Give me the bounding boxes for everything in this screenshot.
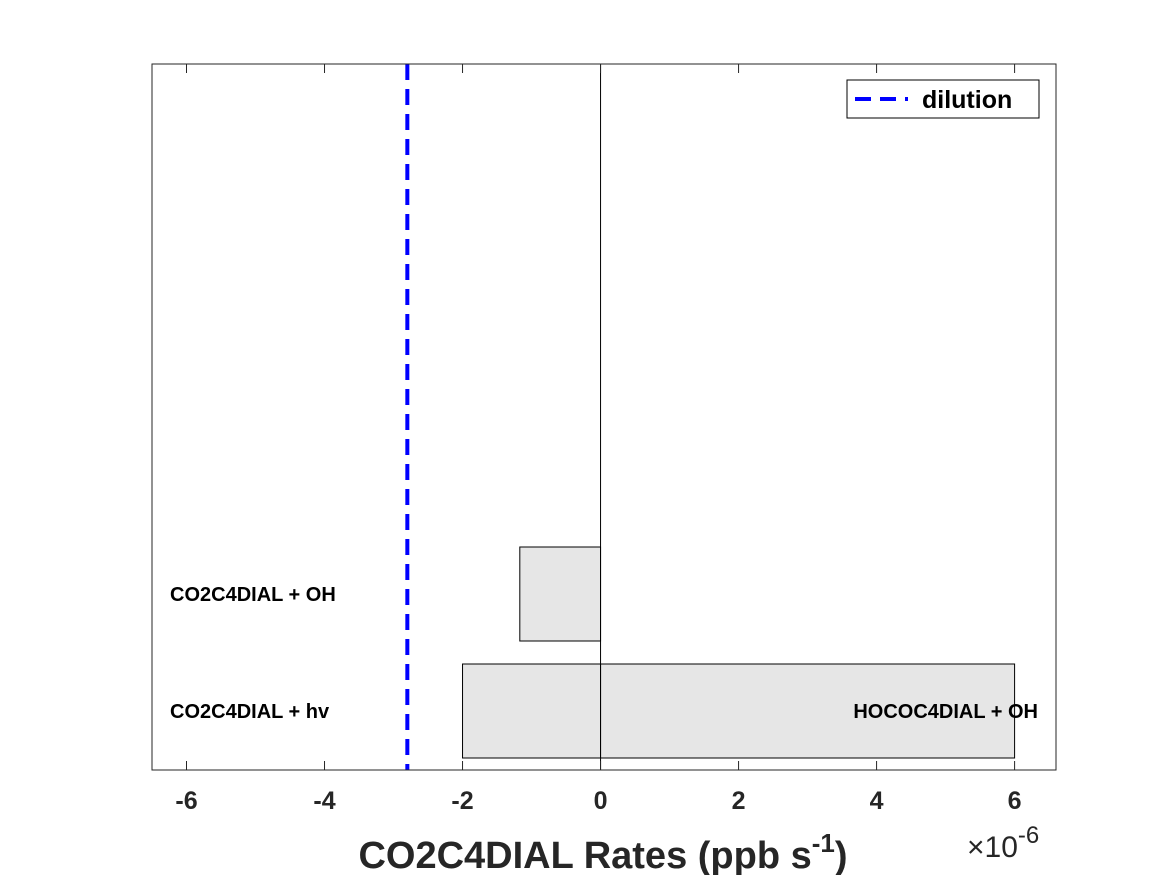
- x-tick-label: 0: [594, 787, 608, 815]
- legend-label-dilution: dilution: [922, 86, 1012, 114]
- legend: dilution: [846, 79, 1040, 119]
- bar-1: [519, 546, 602, 642]
- bar-label-1: CO2C4DIAL + OH: [170, 584, 336, 606]
- x-ticks: -6 -4 -2 0 2 4 6: [175, 64, 1022, 815]
- bars-layer: [462, 546, 1016, 759]
- bar-0: [462, 663, 602, 759]
- x-axis-label-main: CO2C4DIAL Rates (ppb s: [358, 835, 811, 875]
- x-tick-label: -4: [313, 787, 335, 815]
- x-axis-label-close: ): [835, 835, 848, 875]
- x-axis-exponent-power: -6: [1018, 822, 1039, 849]
- x-tick-label: -6: [175, 787, 197, 815]
- x-axis-label-superscript: -1: [812, 828, 835, 858]
- x-tick-label: 4: [870, 787, 884, 815]
- bar-label-2: HOCOC4DIAL + OH: [853, 701, 1038, 723]
- bar-labels: CO2C4DIAL + hv CO2C4DIAL + OH HOCOC4DIAL +…: [170, 584, 1038, 723]
- x-tick-label: -2: [451, 787, 473, 815]
- x-axis-label: CO2C4DIAL Rates (ppb s-1): [358, 828, 847, 875]
- plot-area-frame: [151, 63, 1057, 771]
- x-axis-exponent-base: ×10: [967, 831, 1018, 864]
- bar-2: [600, 663, 1016, 759]
- legend-box: [846, 79, 1040, 119]
- x-tick-label: 2: [732, 787, 746, 815]
- bar-label-0: CO2C4DIAL + hv: [170, 701, 330, 723]
- x-axis-exponent: ×10-6: [967, 822, 1039, 864]
- x-tick-label: 6: [1008, 787, 1022, 815]
